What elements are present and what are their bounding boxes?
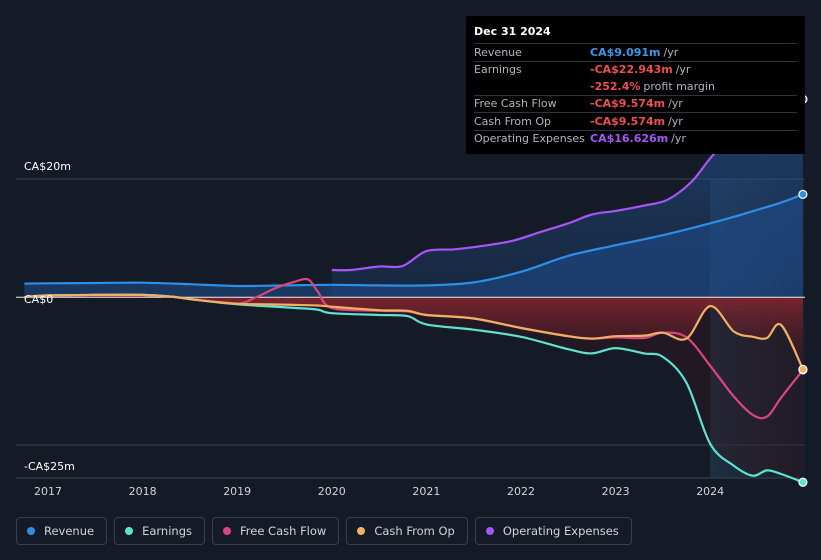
x-tick-label: 2024: [696, 485, 724, 498]
tooltip-label: Cash From Op: [474, 114, 552, 128]
tooltip-row-revenue: Revenue CA$9.091m /yr: [474, 43, 797, 61]
x-tick-label: 2017: [34, 485, 62, 498]
legend-label: Cash From Op: [374, 524, 455, 538]
legend-item-revenue[interactable]: Revenue: [16, 517, 108, 545]
tooltip-row-profit-margin: -252.4% profit margin: [474, 78, 797, 95]
area-cash-from-op: [24, 294, 803, 370]
legend-dot-icon: [125, 527, 134, 535]
x-tick-label: 2020: [318, 485, 346, 498]
line-cash-from-op: [24, 293, 804, 370]
area-earnings: [24, 294, 803, 483]
tooltip-label: Earnings: [474, 63, 522, 77]
tooltip-unit: profit margin: [643, 79, 715, 93]
x-tick-label: 2019: [223, 485, 251, 498]
tooltip-label: Operating Expenses: [474, 132, 585, 146]
y-tick-label-top: CA$20m: [24, 160, 71, 173]
legend-label: Earnings: [142, 524, 192, 538]
tooltip-label: Free Cash Flow: [474, 97, 557, 111]
tooltip-row-cash-from-op: Cash From Op -CA$9.574m /yr: [474, 112, 797, 130]
legend: Revenue Earnings Free Cash Flow Cash Fro…: [16, 517, 639, 545]
x-tick-label: 2022: [507, 485, 535, 498]
tooltip-row-operating-expenses: Operating Expenses CA$16.626m /yr: [474, 129, 797, 148]
endpoint-cash-from-op: [798, 364, 808, 374]
tooltip-date: Dec 31 2024: [474, 25, 551, 38]
legend-label: Revenue: [44, 524, 95, 538]
legend-dot-icon: [223, 527, 231, 535]
y-tick-label-bottom: -CA$25m: [24, 460, 75, 473]
legend-label: Free Cash Flow: [240, 524, 327, 538]
tooltip-value: -CA$22.943m: [590, 63, 673, 77]
legend-dot-icon: [485, 527, 494, 535]
tooltip-unit: /yr: [668, 114, 683, 128]
tooltip-label: Revenue: [474, 45, 522, 59]
tooltip-value: -252.4%: [590, 79, 641, 93]
tooltip-value: -CA$9.574m: [590, 97, 666, 111]
legend-item-cash-from-op[interactable]: Cash From Op: [346, 517, 468, 545]
x-tick-label: 2018: [129, 485, 157, 498]
line-revenue: [24, 193, 804, 288]
legend-item-earnings[interactable]: Earnings: [114, 517, 205, 545]
tooltip-value: CA$9.091m: [590, 45, 661, 59]
tooltip-value: -CA$9.574m: [590, 114, 666, 128]
legend-label: Operating Expenses: [502, 524, 619, 538]
x-tick-label: 2023: [602, 485, 630, 498]
tooltip-panel: Dec 31 2024 Revenue CA$9.091m /yr Earnin…: [466, 16, 805, 154]
legend-dot-icon: [27, 527, 35, 535]
tooltip-unit: /yr: [663, 45, 679, 59]
tooltip-unit: /yr: [668, 97, 683, 111]
endpoint-revenue: [798, 189, 808, 199]
legend-item-operating-expenses[interactable]: Operating Expenses: [474, 517, 632, 545]
legend-item-free-cash-flow[interactable]: Free Cash Flow: [212, 517, 340, 545]
area-revenue: [24, 194, 803, 298]
tooltip-row-free-cash-flow: Free Cash Flow -CA$9.574m /yr: [474, 94, 797, 113]
tooltip-row-earnings: Earnings -CA$22.943m /yr: [474, 60, 797, 79]
tooltip-value: CA$16.626m: [590, 132, 669, 146]
tooltip-unit: /yr: [675, 63, 691, 77]
tooltip-unit: /yr: [671, 132, 686, 146]
endpoint-earnings: [798, 477, 808, 487]
legend-dot-icon: [357, 527, 366, 535]
y-tick-label-zero: CA$0: [24, 293, 54, 306]
x-tick-label: 2021: [412, 485, 440, 498]
